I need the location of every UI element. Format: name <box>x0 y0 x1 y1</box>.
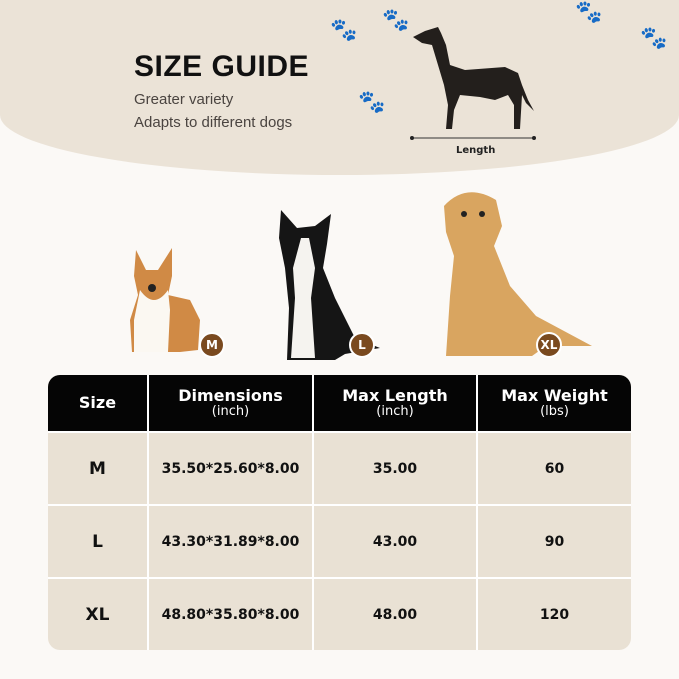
subtitle-line: Greater variety <box>134 91 234 108</box>
paw-print-icon: 🐾 <box>575 0 603 25</box>
max-length-cell: 48.00 <box>314 577 478 650</box>
paw-print-icon: 🐾 <box>330 18 358 43</box>
paw-print-icon: 🐾 <box>382 8 410 33</box>
subtitle-line: Adapts to different dogs <box>134 114 293 131</box>
dimensions-cell: 35.50*25.60*8.00 <box>149 431 314 504</box>
length-label: Length <box>456 145 496 156</box>
header-background <box>0 0 679 175</box>
dimensions-cell: 48.80*35.80*8.00 <box>149 577 314 650</box>
column-header-dimensions: Dimensions (inch) <box>149 375 314 431</box>
corgi-image <box>130 248 200 352</box>
golden-retriever-image <box>444 192 592 356</box>
table-row: XL 48.80*35.80*8.00 48.00 120 <box>48 577 631 650</box>
max-length-cell: 43.00 <box>314 504 478 577</box>
table-header-row: Size Dimensions (inch) Max Length (inch) M… <box>48 375 631 431</box>
max-weight-cell: 120 <box>478 577 631 650</box>
dimensions-cell: 43.30*31.89*8.00 <box>149 504 314 577</box>
max-weight-cell: 90 <box>478 504 631 577</box>
border-collie-image <box>279 210 380 360</box>
table-row: M 35.50*25.60*8.00 35.00 60 <box>48 431 631 504</box>
max-length-cell: 35.00 <box>314 431 478 504</box>
paw-print-icon: 🐾 <box>358 90 386 115</box>
size-cell: L <box>48 504 149 577</box>
size-table: Size Dimensions (inch) Max Length (inch) M… <box>48 375 631 650</box>
size-badge-l: L <box>349 332 375 358</box>
size-cell: XL <box>48 577 149 650</box>
size-cell: M <box>48 431 149 504</box>
dog-silhouette-icon <box>410 27 536 140</box>
table-row: L 43.30*31.89*8.00 43.00 90 <box>48 504 631 577</box>
paw-print-icon: 🐾 <box>640 26 668 51</box>
page-title: SIZE GUIDE <box>134 50 310 83</box>
column-header-max-weight: Max Weight (lbs) <box>478 375 631 431</box>
size-badge-xl: XL <box>536 332 562 358</box>
size-badge-m: M <box>199 332 225 358</box>
column-header-max-length: Max Length (inch) <box>314 375 478 431</box>
max-weight-cell: 60 <box>478 431 631 504</box>
column-header-size: Size <box>48 375 149 431</box>
